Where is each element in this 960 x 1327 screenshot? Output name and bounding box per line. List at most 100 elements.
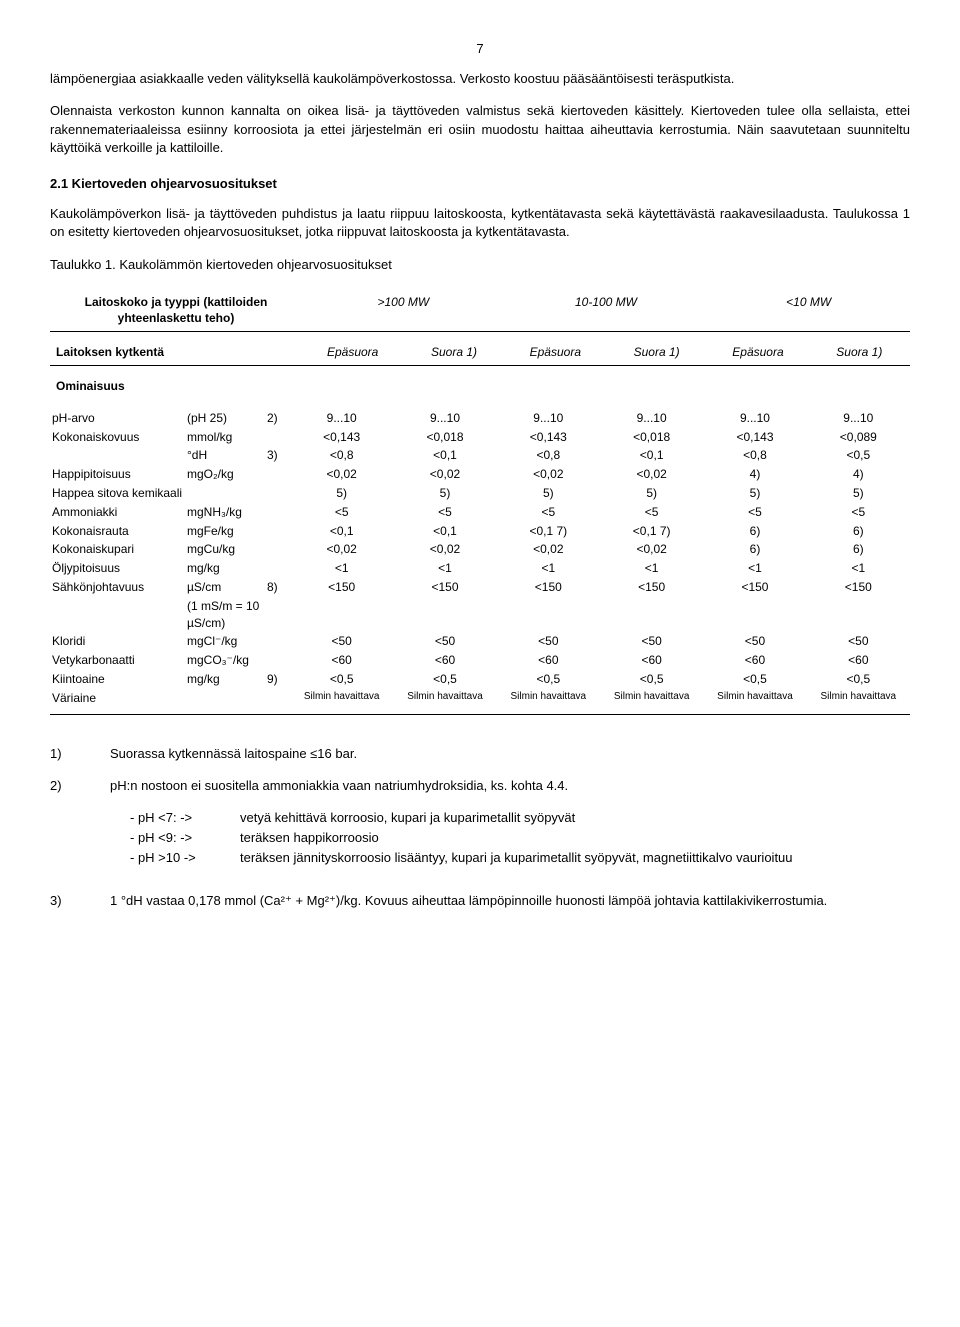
prop-unit: mgCu/kg [185, 540, 265, 559]
conn-1: Epäsuora [302, 340, 403, 365]
prop-value: <0,02 [393, 465, 496, 484]
prop-value: <5 [703, 503, 806, 522]
prop-value: <0,02 [290, 540, 393, 559]
prop-value: 4) [807, 465, 910, 484]
prop-value: <50 [703, 632, 806, 651]
prop-unit: (1 mS/m = 10 µS/cm) [185, 597, 265, 633]
prop-value [703, 597, 806, 633]
prop-value: 5) [290, 484, 393, 503]
prop-value [290, 597, 393, 633]
prop-value: <60 [600, 651, 703, 670]
prop-value: <1 [703, 559, 806, 578]
prop-note [265, 632, 290, 651]
prop-name: Kiintoaine [50, 670, 185, 689]
prop-value: Silmin havaittava [497, 689, 600, 708]
ph-effect: vetyä kehittävä korroosio, kupari ja kup… [240, 809, 910, 827]
prop-value: 5) [600, 484, 703, 503]
prop-name: Sähkönjohtavuus [50, 578, 185, 597]
prop-value: <0,1 [393, 522, 496, 541]
prop-value: <150 [290, 578, 393, 597]
prop-value: <5 [807, 503, 910, 522]
prop-value: 4) [703, 465, 806, 484]
prop-value: <0,8 [290, 446, 393, 465]
prop-value: <0,5 [807, 670, 910, 689]
prop-name: Happea sitova kemikaali [50, 484, 185, 503]
prop-value: Silmin havaittava [393, 689, 496, 708]
prop-note [265, 559, 290, 578]
power-col-2: 10-100 MW [505, 290, 708, 332]
ph-subitem: - pH >10 ->teräksen jännityskorroosio li… [130, 849, 910, 867]
prop-note: 8) [265, 578, 290, 597]
power-col-1: >100 MW [302, 290, 505, 332]
ph-range: - pH <9: -> [130, 829, 240, 847]
prop-value: <50 [290, 632, 393, 651]
prop-name: Ammoniakki [50, 503, 185, 522]
prop-value: <5 [290, 503, 393, 522]
footnote-2: 2) pH:n nostoon ei suositella ammoniakki… [50, 777, 910, 795]
prop-name: Kokonaiskovuus [50, 428, 185, 447]
footnote-1: 1) Suorassa kytkennässä laitospaine ≤16 … [50, 745, 910, 763]
prop-unit: °dH [185, 446, 265, 465]
page-number: 7 [50, 40, 910, 58]
prop-note: 3) [265, 446, 290, 465]
conn-2: Suora 1) [403, 340, 504, 365]
prop-value: 9...10 [497, 409, 600, 428]
footnote-2-num: 2) [50, 777, 110, 795]
prop-unit: mgCO₃⁻/kg [185, 651, 265, 670]
prop-value: 9...10 [600, 409, 703, 428]
prop-value: <60 [497, 651, 600, 670]
prop-value: <150 [703, 578, 806, 597]
prop-value: <0,02 [497, 540, 600, 559]
prop-unit: mgCl⁻/kg [185, 632, 265, 651]
prop-value: <50 [600, 632, 703, 651]
prop-value [807, 597, 910, 633]
prop-value: <0,143 [290, 428, 393, 447]
footnote-3-text: 1 °dH vastaa 0,178 mmol (Ca²⁺ + Mg²⁺)/kg… [110, 892, 910, 910]
prop-note: 2) [265, 409, 290, 428]
table-row: KokonaiskuparimgCu/kg<0,02<0,02<0,02<0,0… [50, 540, 910, 559]
prop-unit: mg/kg [185, 559, 265, 578]
prop-value: <0,02 [393, 540, 496, 559]
prop-value: <0,5 [807, 446, 910, 465]
prop-value: 6) [703, 540, 806, 559]
power-range-table: Laitoskoko ja tyyppi (kattiloiden yhteen… [50, 290, 910, 399]
footnote-3: 3) 1 °dH vastaa 0,178 mmol (Ca²⁺ + Mg²⁺)… [50, 892, 910, 910]
prop-value: <150 [393, 578, 496, 597]
prop-note [265, 465, 290, 484]
prop-value: <0,02 [497, 465, 600, 484]
prop-unit [185, 484, 265, 503]
prop-value: <0,1 [393, 446, 496, 465]
prop-value: 9...10 [393, 409, 496, 428]
prop-name [50, 446, 185, 465]
prop-value: <0,018 [600, 428, 703, 447]
prop-value: <60 [393, 651, 496, 670]
prop-value: <150 [497, 578, 600, 597]
prop-value: <60 [807, 651, 910, 670]
table-row: pH-arvo(pH 25)2)9...109...109...109...10… [50, 409, 910, 428]
prop-value: <1 [807, 559, 910, 578]
prop-value: 6) [703, 522, 806, 541]
prop-note: 9) [265, 670, 290, 689]
ph-range: - pH <7: -> [130, 809, 240, 827]
table-row: SähkönjohtavuusµS/cm8)<150<150<150<150<1… [50, 578, 910, 597]
paragraph-1: lämpöenergiaa asiakkaalle veden välityks… [50, 70, 910, 88]
prop-unit: mgNH₃/kg [185, 503, 265, 522]
prop-value: 9...10 [290, 409, 393, 428]
ph-subitem: - pH <7: ->vetyä kehittävä korroosio, ku… [130, 809, 910, 827]
footnote-3-num: 3) [50, 892, 110, 910]
prop-value: <0,5 [497, 670, 600, 689]
conn-4: Suora 1) [606, 340, 707, 365]
prop-value: <0,02 [290, 465, 393, 484]
prop-note [265, 484, 290, 503]
ph-sublist: - pH <7: ->vetyä kehittävä korroosio, ku… [130, 809, 910, 868]
prop-note [265, 540, 290, 559]
prop-unit: (pH 25) [185, 409, 265, 428]
prop-unit: mg/kg [185, 670, 265, 689]
conn-3: Epäsuora [505, 340, 606, 365]
prop-value: <50 [393, 632, 496, 651]
ph-range: - pH >10 -> [130, 849, 240, 867]
prop-value: <0,8 [497, 446, 600, 465]
prop-name: Öljypitoisuus [50, 559, 185, 578]
prop-value: <0,1 7) [600, 522, 703, 541]
prop-value: 5) [497, 484, 600, 503]
